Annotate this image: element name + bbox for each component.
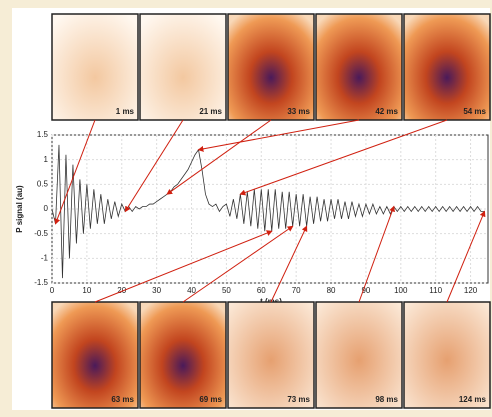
thumbnail-label: 98 ms <box>375 395 398 404</box>
annotation-arrow <box>197 119 360 152</box>
y-tick-label: -1.5 <box>34 278 48 287</box>
annotation-arrow <box>358 205 395 303</box>
x-tick-label: 50 <box>222 286 231 295</box>
x-tick-label: 110 <box>429 286 442 295</box>
annotation-arrow <box>124 119 184 213</box>
annotation-arrow <box>182 225 294 303</box>
y-tick-label: 1.5 <box>37 130 49 139</box>
thumbnail <box>403 301 491 409</box>
x-tick-label: 70 <box>292 286 301 295</box>
thumbnail <box>227 13 315 121</box>
thumbnail <box>139 301 227 409</box>
y-tick-label: -0.5 <box>34 229 48 238</box>
thumbnail-label: 63 ms <box>111 395 134 404</box>
annotation-arrow <box>54 119 96 225</box>
annotation-arrow <box>446 210 486 303</box>
annotation-arrow <box>239 119 448 196</box>
x-tick-label: 0 <box>50 286 55 295</box>
annotation-arrow <box>94 230 273 303</box>
thumbnail <box>227 301 315 409</box>
thumbnail-label: 54 ms <box>463 107 486 116</box>
y-axis-label: P signal (au) <box>15 185 24 233</box>
thumbnail-label: 42 ms <box>375 107 398 116</box>
x-tick-label: 100 <box>394 286 408 295</box>
y-tick-label: -1 <box>41 253 49 262</box>
x-tick-label: 30 <box>152 286 161 295</box>
x-tick-label: 90 <box>361 286 370 295</box>
thumbnail <box>403 13 491 121</box>
thumbnail <box>315 13 403 121</box>
annotation-arrow <box>166 119 272 195</box>
x-tick-label: 120 <box>464 286 478 295</box>
x-tick-label: 40 <box>187 286 196 295</box>
x-tick-label: 80 <box>327 286 336 295</box>
y-tick-label: 0 <box>44 204 49 213</box>
x-tick-label: 10 <box>82 286 91 295</box>
x-tick-label: 20 <box>117 286 126 295</box>
annotation-arrow <box>270 225 308 303</box>
y-tick-label: 0.5 <box>37 179 49 188</box>
thumbnail-label: 21 ms <box>199 107 222 116</box>
thumbnail-label: 1 ms <box>116 107 135 116</box>
x-tick-label: 60 <box>257 286 266 295</box>
thumbnail <box>139 13 227 121</box>
signal-line <box>51 144 485 279</box>
thumbnail-label: 124 ms <box>459 395 487 404</box>
thumbnail <box>315 301 403 409</box>
y-tick-label: 1 <box>44 155 49 164</box>
thumbnail <box>51 13 139 121</box>
thumbnail <box>51 301 139 409</box>
thumbnail-label: 73 ms <box>287 395 310 404</box>
thumbnail-label: 33 ms <box>287 107 310 116</box>
thumbnail-label: 69 ms <box>199 395 222 404</box>
